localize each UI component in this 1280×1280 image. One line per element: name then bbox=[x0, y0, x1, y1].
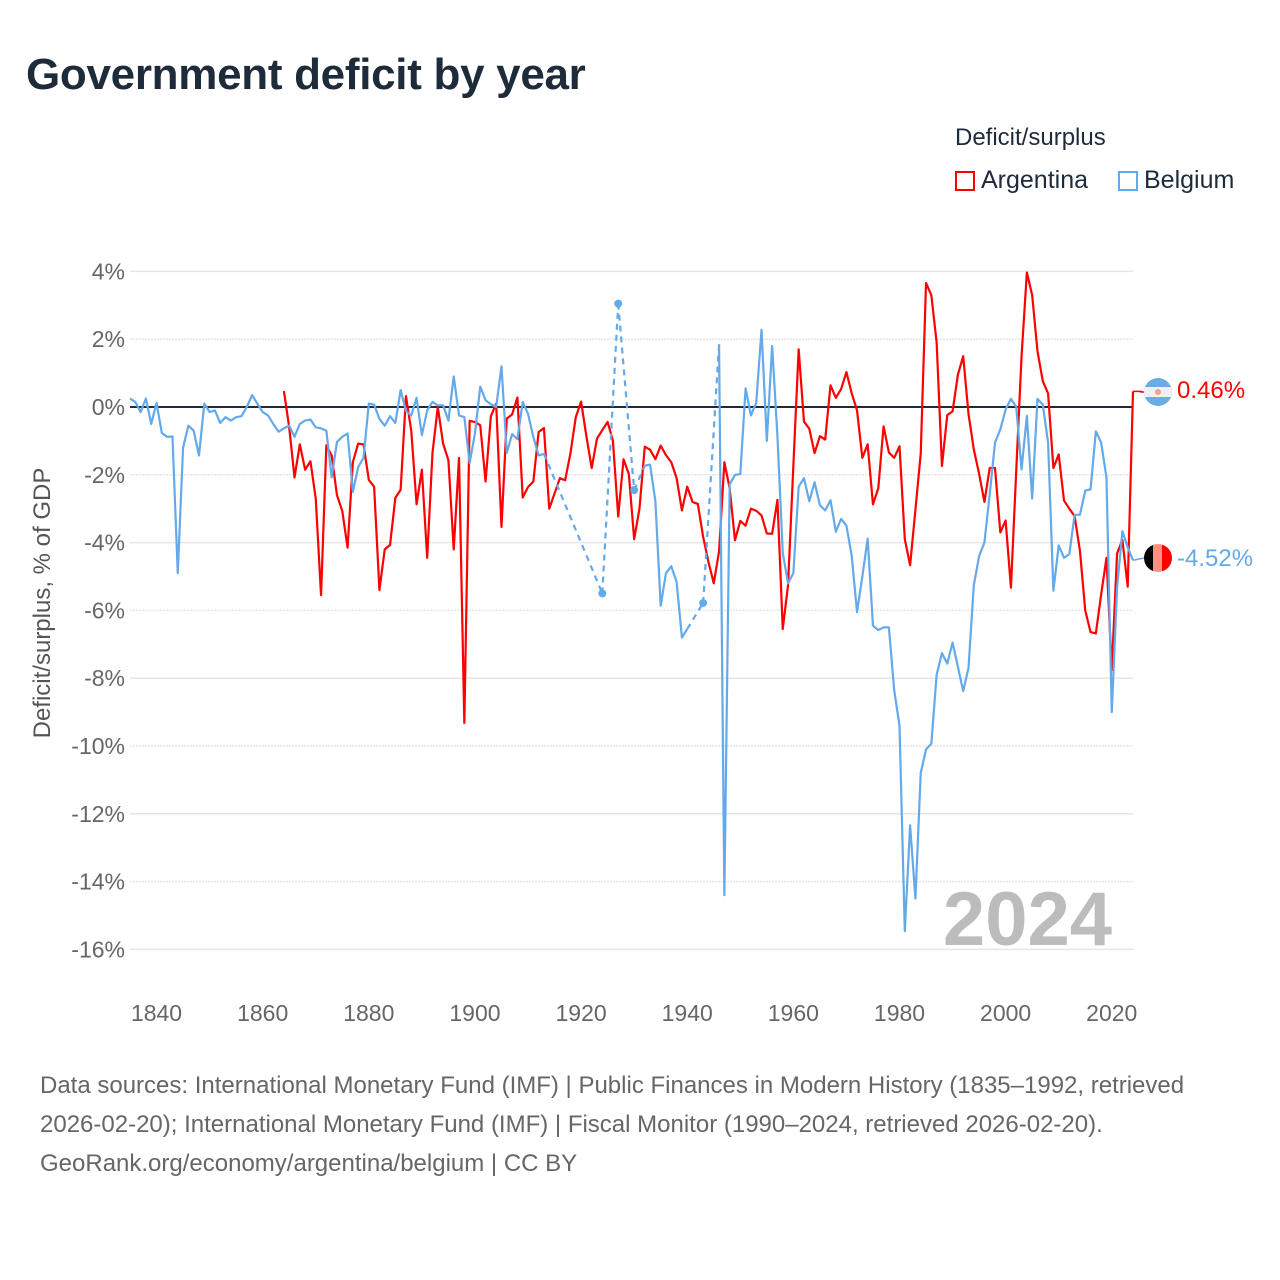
legend-swatch-argentina bbox=[955, 170, 975, 191]
belgium-gap-connector bbox=[542, 453, 604, 594]
legend-label-belgium: Belgium bbox=[1144, 166, 1235, 194]
x-tick-label: 1860 bbox=[237, 1000, 288, 1026]
credit-link[interactable]: GeoRank.org/economy/argentina/belgium | … bbox=[40, 1150, 578, 1177]
y-tick-label: -14% bbox=[71, 869, 125, 895]
belgium-line-segment bbox=[129, 365, 545, 575]
argentina-flag-icon bbox=[1144, 378, 1172, 406]
y-tick-label: -2% bbox=[84, 462, 125, 488]
y-tick-label: -4% bbox=[84, 530, 125, 556]
y-tick-label: -12% bbox=[71, 801, 125, 827]
y-tick-label: -6% bbox=[84, 597, 125, 623]
data-sources: Data sources: International Monetary Fun… bbox=[40, 1072, 1185, 1138]
end-markers: 0.46% -4.52% bbox=[1144, 377, 1253, 572]
y-tick-label: 4% bbox=[92, 258, 125, 284]
y-axis-ticks: 4% 2% 0% -2% -4% -6% -8% -10% -12% -14% -16% bbox=[71, 258, 125, 962]
x-tick-label: 1960 bbox=[768, 1000, 819, 1026]
legend-item-argentina[interactable]: Argentina bbox=[955, 166, 1088, 195]
argentina-line-segment bbox=[282, 271, 1135, 725]
footer: Data sources: International Monetary Fun… bbox=[40, 1066, 1240, 1183]
legend-swatch-belgium bbox=[1118, 170, 1138, 191]
x-tick-label: 1980 bbox=[874, 1000, 925, 1026]
legend-title: Deficit/surplus bbox=[955, 124, 1106, 151]
x-tick-label: 2000 bbox=[980, 1000, 1031, 1026]
belgium-line-segment bbox=[644, 463, 689, 639]
belgium-end-value: -4.52% bbox=[1177, 545, 1253, 572]
x-tick-label: 1920 bbox=[555, 1000, 606, 1026]
belgium-gap-connector bbox=[633, 465, 646, 491]
belgium-end-connector bbox=[1132, 557, 1145, 561]
x-tick-label: 1940 bbox=[662, 1000, 713, 1026]
chart-area: 4%2%0%-2%-4%-6%-8%-10%-12%-14%-16% 1840 1… bbox=[29, 258, 1253, 1026]
y-tick-label: -10% bbox=[71, 733, 125, 759]
series-belgium bbox=[129, 299, 1135, 933]
current-year-label: 2024 bbox=[943, 877, 1112, 962]
argentina-end-connector bbox=[1133, 390, 1144, 393]
legend-item-belgium[interactable]: Belgium bbox=[1118, 166, 1234, 195]
x-tick-label: 1840 bbox=[131, 1000, 182, 1026]
belgium-gap-connector bbox=[617, 303, 636, 491]
chart-title: Government deficit by year bbox=[26, 50, 586, 99]
y-tick-label: -16% bbox=[71, 936, 125, 962]
x-tick-label: 2020 bbox=[1086, 1000, 1137, 1026]
gridlines bbox=[130, 270, 1133, 951]
belgium-line-segment bbox=[717, 328, 1135, 933]
y-tick-label: -8% bbox=[84, 665, 125, 691]
legend-label-argentina: Argentina bbox=[981, 166, 1089, 194]
series-argentina bbox=[282, 271, 1135, 725]
argentina-end-value: 0.46% bbox=[1177, 377, 1245, 404]
y-tick-label: 2% bbox=[92, 326, 125, 352]
x-tick-label: 1880 bbox=[343, 1000, 394, 1026]
belgium-flag-icon bbox=[1144, 544, 1172, 572]
y-tick-label: 0% bbox=[92, 394, 125, 420]
belgium-gap-connector bbox=[686, 602, 705, 630]
x-axis-ticks: 1840 1860 1880 1900 1920 1940 1960 1980 2000 2020 bbox=[131, 1000, 1137, 1026]
y-axis-label: Deficit/surplus, % of GDP bbox=[29, 468, 56, 739]
belgium-gap-connector bbox=[601, 303, 620, 594]
series-lines bbox=[129, 271, 1145, 933]
x-tick-label: 1900 bbox=[449, 1000, 500, 1026]
